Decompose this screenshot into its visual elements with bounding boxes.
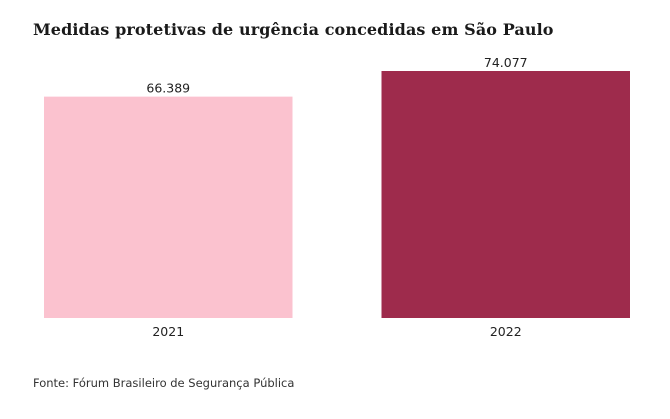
category-label-2022: 2022 xyxy=(490,324,522,339)
bar-2022 xyxy=(381,71,630,318)
category-label-2021: 2021 xyxy=(152,324,184,339)
source-note: Fonte: Fórum Brasileiro de Segurança Públ… xyxy=(33,376,294,390)
value-label-2021: 66.389 xyxy=(146,81,190,96)
chart-title: Medidas protetivas de urgência concedida… xyxy=(33,20,554,39)
source-label: Fonte: xyxy=(33,376,69,390)
bar-2021 xyxy=(44,96,293,319)
source-text: Fórum Brasileiro de Segurança Pública xyxy=(72,376,295,390)
value-label-2022: 74.077 xyxy=(484,55,528,70)
